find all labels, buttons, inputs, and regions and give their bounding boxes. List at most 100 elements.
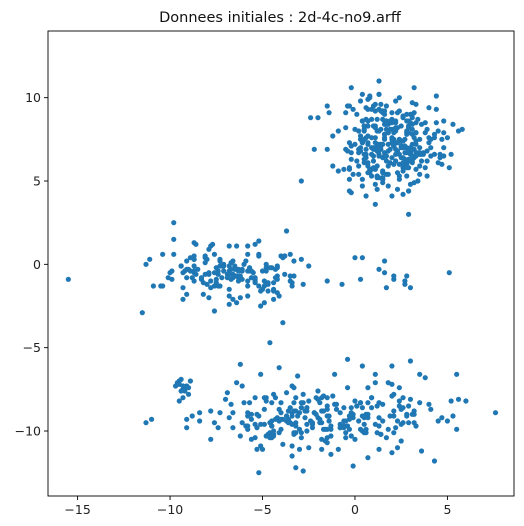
data-point <box>411 408 417 414</box>
data-point <box>226 293 232 299</box>
data-point <box>389 450 395 456</box>
data-point <box>208 408 214 414</box>
data-point <box>356 128 362 134</box>
data-point <box>263 398 269 404</box>
data-point <box>391 430 397 436</box>
data-point <box>147 256 153 262</box>
data-point <box>258 421 264 427</box>
data-point <box>330 393 336 399</box>
data-point <box>289 453 295 459</box>
data-point <box>263 261 269 267</box>
data-point <box>287 405 293 411</box>
data-point <box>211 251 218 257</box>
data-point <box>357 98 364 104</box>
data-point <box>246 400 253 406</box>
data-point <box>361 415 367 421</box>
data-point <box>237 433 243 439</box>
data-point <box>346 413 353 419</box>
data-point <box>209 241 216 247</box>
data-point <box>389 110 395 116</box>
data-point <box>150 283 156 289</box>
data-point <box>359 255 365 261</box>
data-point <box>180 270 186 276</box>
data-point <box>385 171 391 177</box>
data-point <box>252 280 258 286</box>
data-point <box>378 101 384 107</box>
data-point <box>211 270 218 276</box>
data-point <box>237 295 243 301</box>
data-point <box>381 270 388 276</box>
data-point <box>217 256 223 262</box>
data-point <box>184 258 190 264</box>
data-point <box>417 163 423 169</box>
data-point <box>197 418 203 424</box>
data-point <box>441 153 447 159</box>
data-point <box>407 145 414 151</box>
data-point <box>237 273 243 279</box>
data-point <box>256 238 262 244</box>
data-point <box>239 268 245 274</box>
data-point <box>454 371 460 377</box>
data-point <box>269 423 275 429</box>
data-point <box>370 145 377 151</box>
data-point <box>296 446 303 452</box>
y-tick-label: −5 <box>23 340 41 355</box>
data-point <box>422 130 428 136</box>
data-point <box>404 111 410 117</box>
data-point <box>326 413 332 419</box>
data-point <box>300 281 306 287</box>
data-point <box>422 165 428 171</box>
data-point <box>165 275 171 281</box>
data-point <box>328 426 334 432</box>
data-point <box>380 418 386 424</box>
chart-title: Donnees initiales : 2d-4c-no9.arff <box>159 10 402 26</box>
data-point <box>376 415 382 421</box>
data-point <box>448 151 454 157</box>
data-point <box>402 136 408 142</box>
data-point <box>252 435 258 441</box>
data-point <box>341 425 347 431</box>
data-point <box>396 151 402 157</box>
data-point <box>245 426 251 432</box>
data-point <box>330 133 336 139</box>
data-point <box>298 435 304 441</box>
data-point <box>228 401 234 407</box>
data-point <box>374 186 380 192</box>
data-point <box>291 258 297 264</box>
data-point <box>433 93 439 99</box>
data-point <box>385 163 391 169</box>
data-point <box>230 258 236 264</box>
data-point <box>374 430 380 436</box>
data-point <box>226 301 232 307</box>
data-point <box>454 426 460 432</box>
data-point <box>352 398 358 404</box>
plot-frame <box>47 30 515 497</box>
data-point <box>206 295 212 301</box>
data-point <box>278 410 284 416</box>
data-point <box>492 410 499 416</box>
data-point <box>304 421 310 427</box>
data-point <box>248 275 255 281</box>
data-point <box>269 400 275 406</box>
data-point <box>394 140 401 146</box>
data-point <box>293 465 299 471</box>
data-point <box>324 146 330 152</box>
data-point <box>241 400 247 406</box>
data-point <box>226 263 232 269</box>
data-point <box>365 160 371 166</box>
data-point <box>324 426 330 432</box>
data-point <box>441 130 447 136</box>
data-point <box>178 376 184 382</box>
data-point <box>394 110 401 116</box>
data-point <box>254 425 260 431</box>
data-point <box>171 220 177 226</box>
data-point <box>346 176 353 182</box>
data-point <box>245 268 251 274</box>
data-point <box>406 188 412 194</box>
data-point <box>171 236 177 242</box>
data-point <box>333 401 340 407</box>
data-point <box>348 405 354 411</box>
data-point <box>332 371 338 377</box>
data-point <box>370 153 377 159</box>
data-point <box>343 418 349 424</box>
